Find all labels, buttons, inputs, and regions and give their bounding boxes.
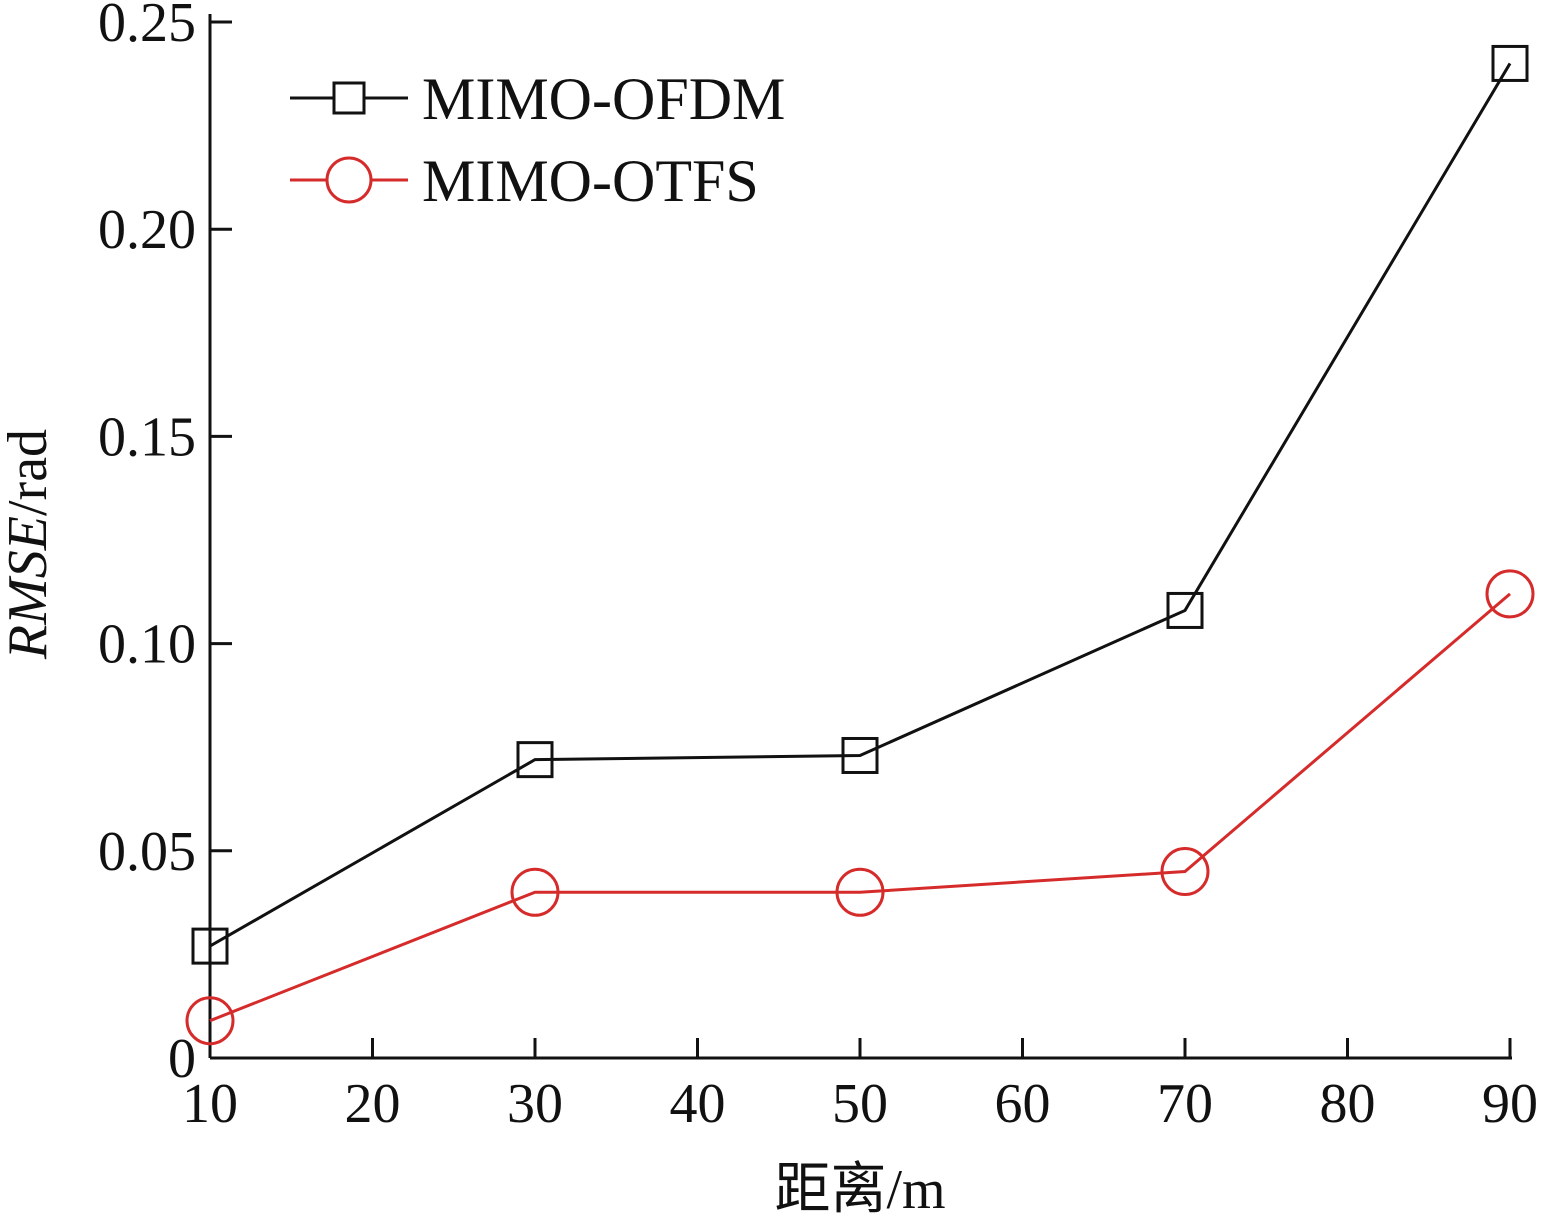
data-point <box>191 927 229 965</box>
series-mimo-ofdm <box>191 44 1529 965</box>
x-tick-label: 90 <box>1482 1073 1538 1135</box>
series-line <box>209 592 1511 1023</box>
data-point <box>1160 847 1210 897</box>
y-axis-title-italic: RMSE <box>0 516 59 660</box>
y-tick-label: 0 <box>168 1028 196 1090</box>
data-point <box>516 741 554 779</box>
data-point <box>835 867 885 917</box>
data-point <box>185 996 235 1046</box>
legend-item: MIMO-OFDM <box>290 66 785 132</box>
x-tick-label: 80 <box>1320 1073 1376 1135</box>
series-layer <box>185 44 1535 1046</box>
legend-square-marker <box>332 81 366 115</box>
x-tick-label: 60 <box>995 1073 1051 1135</box>
x-tick-label: 10 <box>182 1073 238 1135</box>
y-tick-label: 0.25 <box>98 0 196 54</box>
x-axis-title: 距离/m <box>774 1159 945 1221</box>
axes: 10 20 30 40 50 60 70 80 90 0 0.05 0.10 0.15 0.20 0.25 <box>98 0 1538 1135</box>
legend-label: MIMO-OFDM <box>422 66 785 132</box>
y-tick-label: 0.15 <box>98 406 196 468</box>
series-mimo-otfs <box>185 569 1535 1046</box>
legend-label: MIMO-OTFS <box>422 148 759 214</box>
x-tick-label: 20 <box>345 1073 401 1135</box>
x-tick-label: 70 <box>1157 1073 1213 1135</box>
y-axis-title-unit: /rad <box>0 429 59 516</box>
x-tick-label: 40 <box>670 1073 726 1135</box>
y-tick-label: 0.20 <box>98 199 196 261</box>
data-point <box>1491 44 1529 82</box>
y-axis-title: RMSE/rad <box>0 429 59 660</box>
legend: MIMO-OFDM MIMO-OTFS <box>290 66 785 214</box>
data-point <box>1166 591 1204 629</box>
series-line <box>209 62 1512 948</box>
data-point <box>1485 569 1535 619</box>
y-tick-label: 0.05 <box>98 821 196 883</box>
x-tick-label: 50 <box>832 1073 888 1135</box>
data-point <box>841 736 879 774</box>
legend-item: MIMO-OTFS <box>290 148 759 214</box>
legend-circle-marker <box>325 156 373 204</box>
y-tick-label: 0.10 <box>98 614 196 676</box>
x-tick-label: 30 <box>507 1073 563 1135</box>
data-point <box>510 867 560 917</box>
